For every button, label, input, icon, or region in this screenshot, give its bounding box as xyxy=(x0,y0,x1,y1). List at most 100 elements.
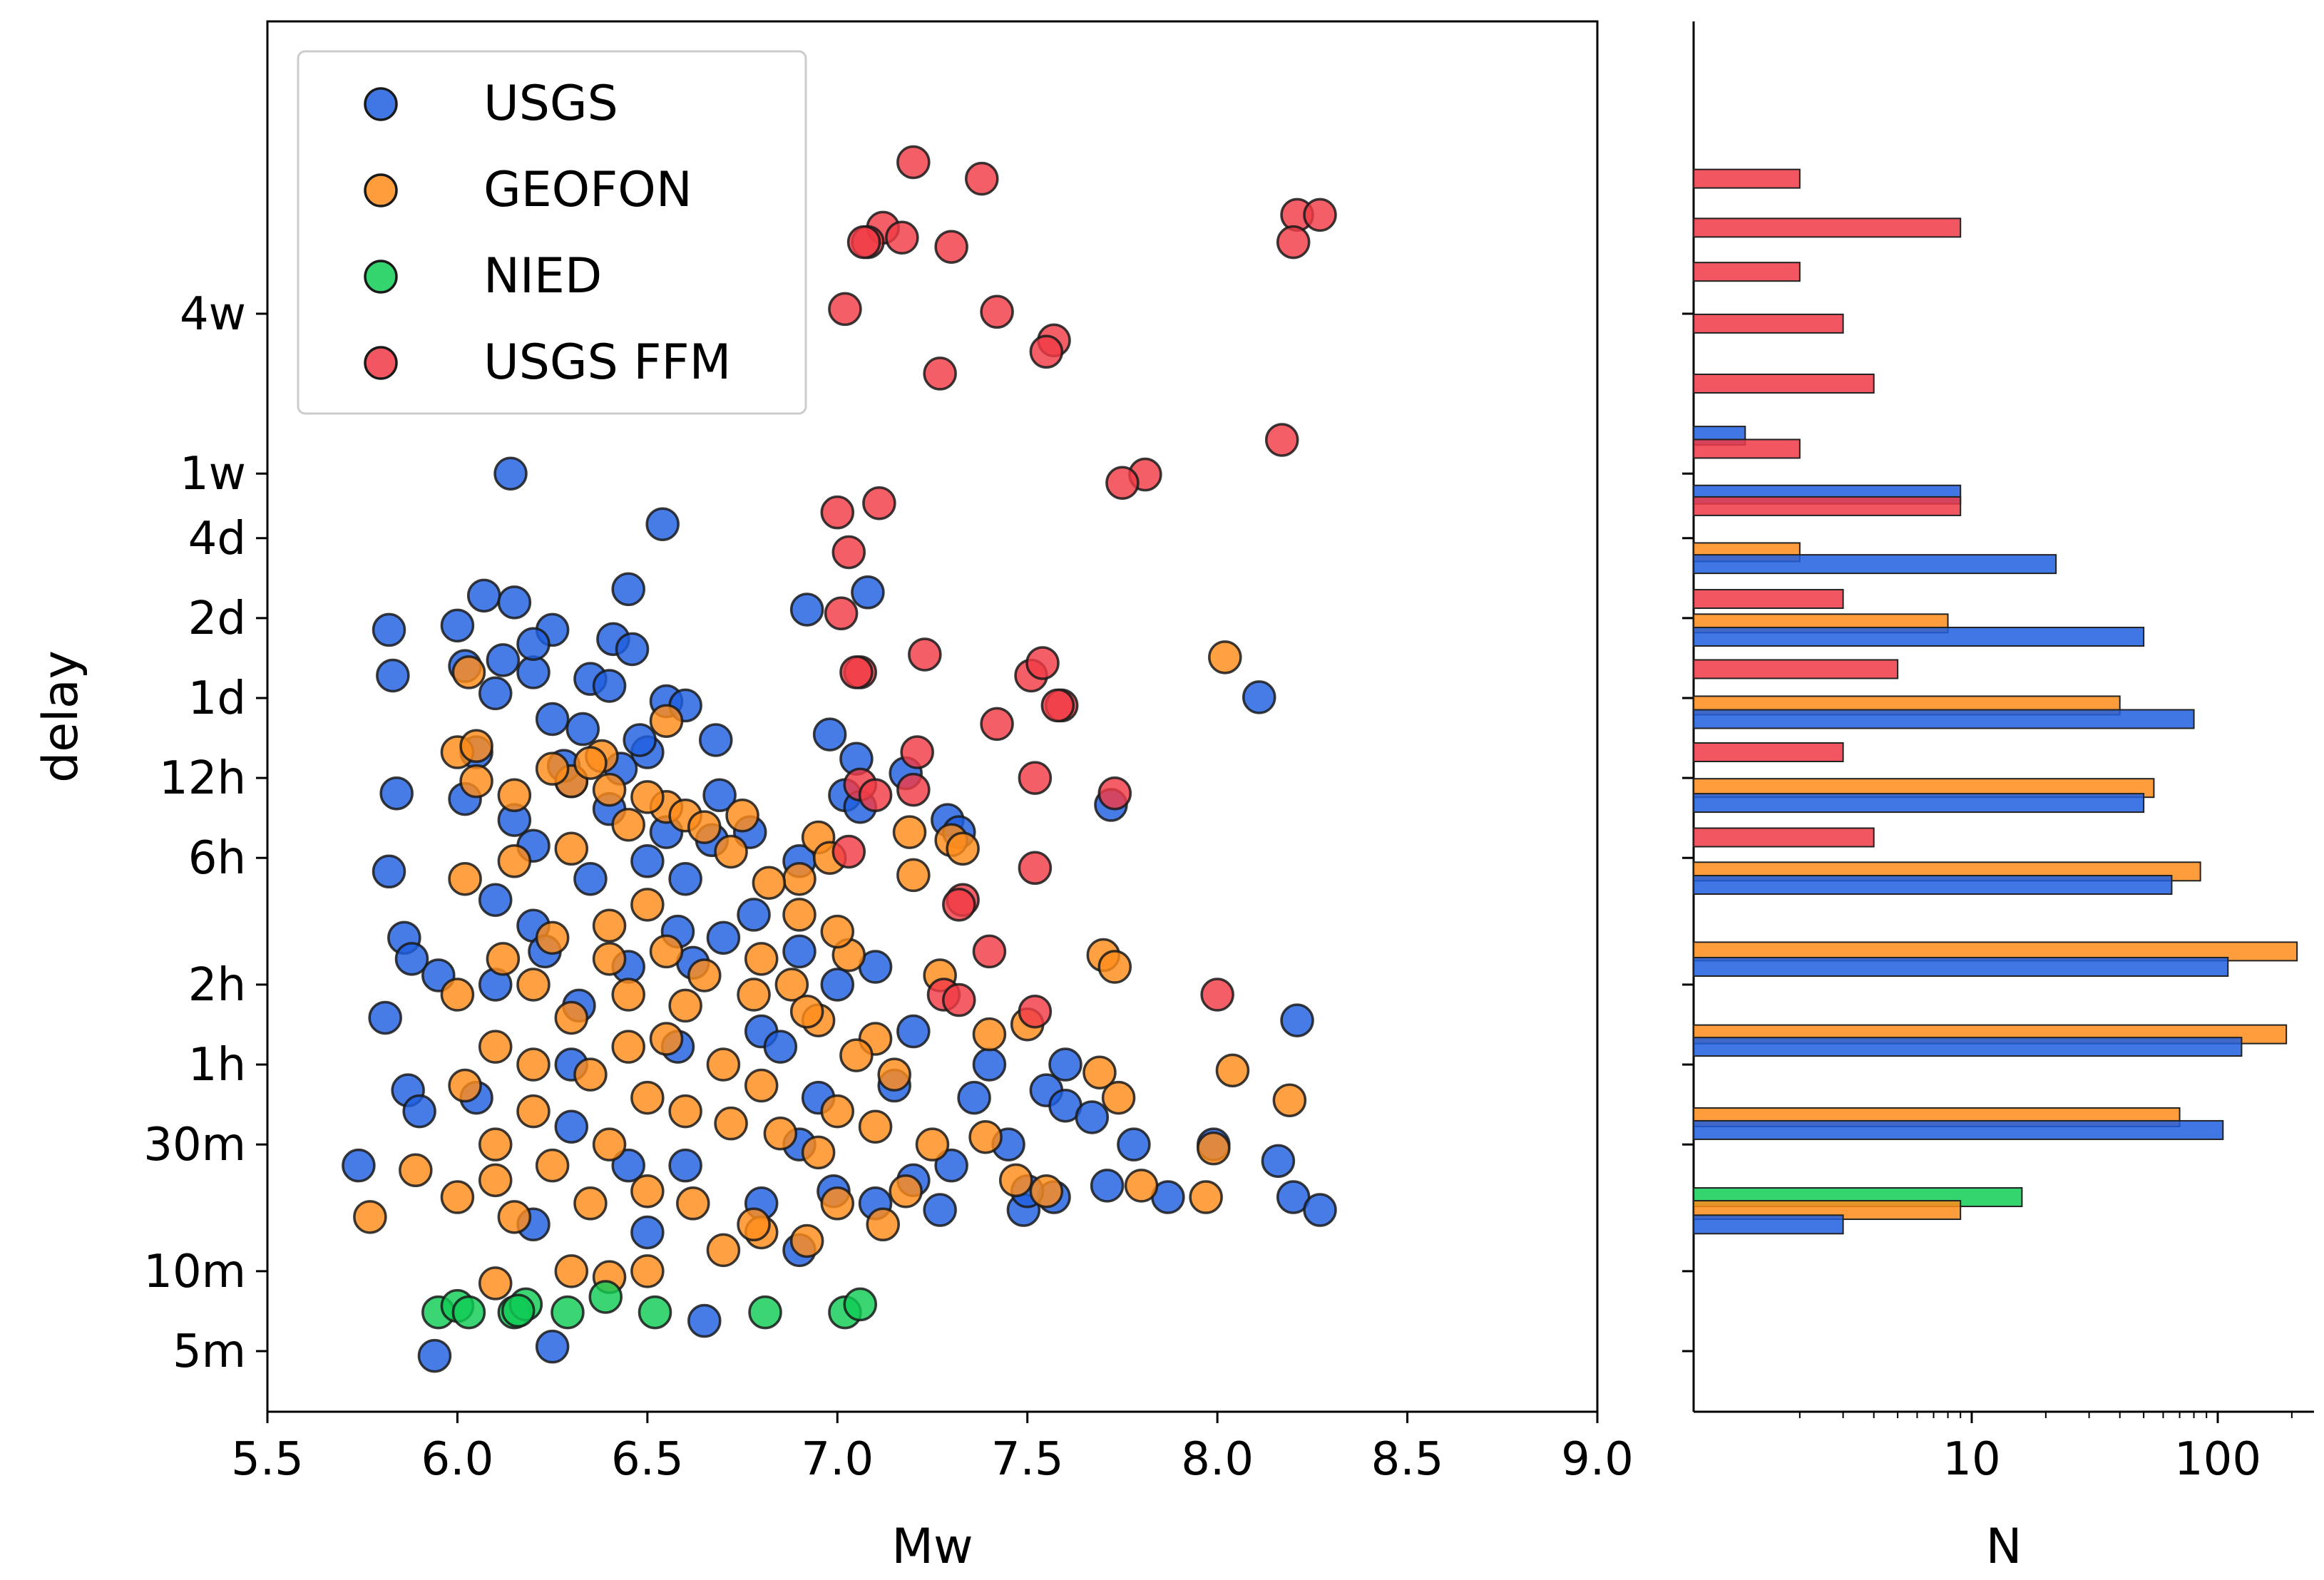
scatter-point xyxy=(1303,198,1337,232)
scatter-point xyxy=(706,1233,741,1268)
scatter-point xyxy=(611,1148,645,1183)
scatter-point xyxy=(554,831,589,866)
scatter-point xyxy=(630,888,665,922)
scatter-point xyxy=(1272,1083,1307,1117)
scatter-point xyxy=(858,1109,893,1144)
scatter-point xyxy=(623,723,657,757)
x-axis-label: Mw xyxy=(891,1519,973,1575)
scatter-point xyxy=(972,934,1007,969)
scatter-point xyxy=(980,707,1014,742)
scatter-point xyxy=(554,1000,589,1035)
scatter-point xyxy=(379,776,414,811)
scatter-point xyxy=(638,1295,672,1330)
scatter-point xyxy=(752,866,787,900)
series-usgs xyxy=(342,456,1337,1373)
scatter-point xyxy=(1018,994,1053,1029)
scatter-point xyxy=(1029,334,1064,369)
scatter-point xyxy=(588,1280,623,1314)
scatter-point xyxy=(478,1266,513,1301)
hist-bar-usgs xyxy=(1693,1119,2224,1140)
scatter-point xyxy=(1200,978,1234,1012)
scatter-point xyxy=(486,942,521,976)
scatter-point xyxy=(820,1186,855,1221)
scatter-point xyxy=(782,934,817,969)
hist-bar-usgs-ffm xyxy=(1693,496,1962,516)
scatter-point xyxy=(459,729,493,764)
scatter-point xyxy=(1303,1193,1337,1227)
scatter-point xyxy=(592,669,627,703)
scatter-point xyxy=(942,888,976,922)
scatter-point xyxy=(668,1148,702,1183)
scatter-point xyxy=(843,1287,878,1322)
scatter-point xyxy=(1242,680,1276,714)
x-tick-label: 6.0 xyxy=(421,1433,494,1486)
scatter-point xyxy=(896,1014,931,1049)
scatter-point xyxy=(565,712,600,747)
scatter-point xyxy=(554,1109,589,1144)
scatter-point xyxy=(866,1207,900,1242)
scatter-point xyxy=(451,1295,486,1330)
hist-x-tick-label: 10 xyxy=(1942,1433,2000,1486)
scatter-point xyxy=(516,627,551,662)
scatter-point xyxy=(737,1207,771,1242)
scatter-point xyxy=(1090,1169,1125,1203)
y-tick-label: 1w xyxy=(180,448,246,501)
scatter-point xyxy=(448,861,482,896)
scatter-point xyxy=(554,1254,589,1288)
scatter-point xyxy=(451,655,486,689)
scatter-point xyxy=(946,831,980,866)
scatter-point xyxy=(592,1127,627,1161)
y-tick-label: 4d xyxy=(188,513,246,565)
x-tick-label: 6.5 xyxy=(611,1433,684,1486)
scatter-point xyxy=(737,898,771,932)
scatter-point xyxy=(668,1094,702,1129)
x-tick-label: 7.0 xyxy=(801,1433,874,1486)
legend-label: GEOFON xyxy=(483,162,692,218)
scatter-point xyxy=(551,1295,585,1330)
legend-marker xyxy=(364,260,398,294)
scatter-point xyxy=(1075,1100,1110,1134)
scatter-point xyxy=(706,1047,741,1082)
scatter-point xyxy=(908,637,942,672)
scatter-point xyxy=(592,942,627,976)
scatter-point xyxy=(353,1200,387,1234)
legend-label: NIED xyxy=(483,248,602,304)
scatter-point xyxy=(744,942,779,976)
scatter-point xyxy=(516,968,551,1002)
x-tick-label: 8.5 xyxy=(1371,1433,1444,1486)
scatter-point xyxy=(846,225,881,260)
x-tick-label: 8.0 xyxy=(1181,1433,1254,1486)
scatter-point xyxy=(957,1080,991,1115)
scatter-point xyxy=(501,1293,536,1328)
scatter-point xyxy=(968,1119,1003,1154)
scatter-point xyxy=(1040,688,1075,723)
x-tick-label: 7.5 xyxy=(991,1433,1064,1486)
legend-marker xyxy=(364,346,398,380)
scatter-point xyxy=(1189,1180,1223,1214)
hist-bar-usgs-ffm xyxy=(1693,742,1844,763)
scatter-point xyxy=(706,920,741,955)
legend: USGS GEOFON NIED USGS FFM xyxy=(297,50,807,415)
scatter-point xyxy=(1124,1169,1159,1203)
scatter-point xyxy=(649,1022,684,1056)
scatter-point xyxy=(630,844,665,878)
legend-box xyxy=(297,50,807,415)
scatter-point xyxy=(900,735,934,769)
scatter-point xyxy=(497,844,532,878)
scatter-point xyxy=(1018,851,1053,886)
scatter-point xyxy=(497,585,532,620)
scatter-point xyxy=(459,764,493,799)
scatter-point xyxy=(535,1329,570,1364)
scatter-point xyxy=(737,978,771,1012)
scatter-point xyxy=(687,958,722,992)
scatter-point xyxy=(376,658,410,693)
scatter-point xyxy=(896,145,931,180)
scatter-point xyxy=(493,456,528,491)
scatter-point xyxy=(1280,1003,1314,1037)
scatter-point xyxy=(497,1200,532,1234)
scatter-point xyxy=(342,1148,376,1183)
scatter-point xyxy=(748,1295,782,1330)
hist-bar-usgs-ffm xyxy=(1693,659,1899,679)
x-tick-label: 9.0 xyxy=(1561,1433,1634,1486)
